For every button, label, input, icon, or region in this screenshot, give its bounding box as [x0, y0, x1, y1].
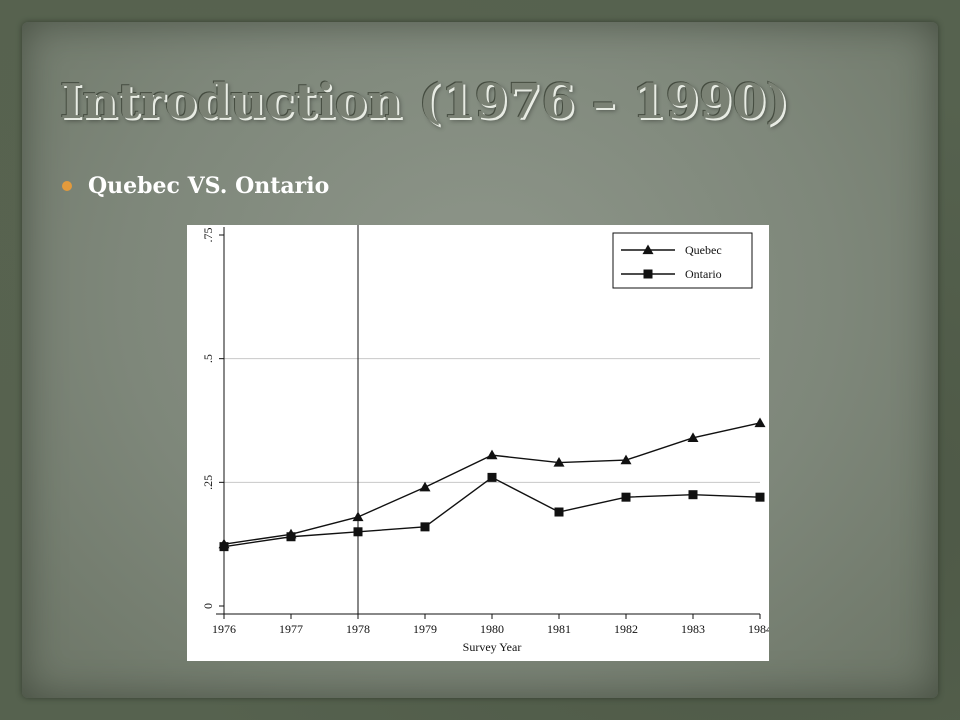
series-line-quebec: [223, 422, 761, 545]
y-tick-label: .5: [201, 354, 215, 363]
quebec-point: [754, 417, 766, 428]
x-tick-label: 1978: [346, 622, 370, 636]
x-axis-title: Survey Year: [463, 640, 522, 654]
ontario-point: [688, 490, 698, 500]
x-tick-label: 1979: [413, 622, 437, 636]
x-tick-label: 1981: [547, 622, 571, 636]
ontario-point: [353, 527, 363, 537]
series-line-ontario: [223, 476, 761, 548]
bullet-text: Quebec VS. Ontario: [88, 173, 330, 199]
chart-svg: 0 .25 .5 .75 1976 1977 1978 1979 1980 1981 1982 198…: [201, 225, 769, 654]
x-tick-label: 1980: [480, 622, 504, 636]
quebec-point: [620, 454, 632, 465]
ontario-point: [219, 542, 229, 552]
quebec-point: [352, 511, 364, 522]
y-tick-label: 0: [201, 603, 215, 609]
quebec-point: [486, 449, 498, 460]
legend-box: [612, 232, 753, 289]
ontario-point: [621, 492, 631, 502]
x-tick-label: 1976: [212, 622, 236, 636]
legend-label: Quebec: [685, 243, 722, 257]
y-tick-label: .25: [201, 475, 215, 490]
legend-marker: [643, 269, 653, 279]
y-tick-label: .75: [201, 228, 215, 243]
x-tick-label: 1977: [279, 622, 303, 636]
legend-label: Ontario: [685, 267, 722, 281]
line-chart: 0 .25 .5 .75 1976 1977 1978 1979 1980 1981 1982 198…: [187, 225, 769, 661]
quebec-point: [419, 481, 431, 492]
ontario-point: [420, 522, 430, 532]
legend-marker: [642, 244, 654, 255]
ontario-point: [755, 492, 765, 502]
ontario-point: [286, 532, 296, 542]
quebec-point: [687, 432, 699, 442]
x-tick-label: 1984: [748, 622, 769, 636]
x-tick-label: 1983: [681, 622, 705, 636]
slide-title: Introduction (1976 – 1990): [60, 74, 789, 130]
bullet-dot-icon: [62, 181, 72, 191]
quebec-point: [553, 457, 565, 467]
bullet-item: Quebec VS. Ontario: [62, 170, 329, 202]
ontario-point: [554, 507, 564, 517]
x-tick-label: 1982: [614, 622, 638, 636]
ontario-point: [487, 472, 497, 482]
